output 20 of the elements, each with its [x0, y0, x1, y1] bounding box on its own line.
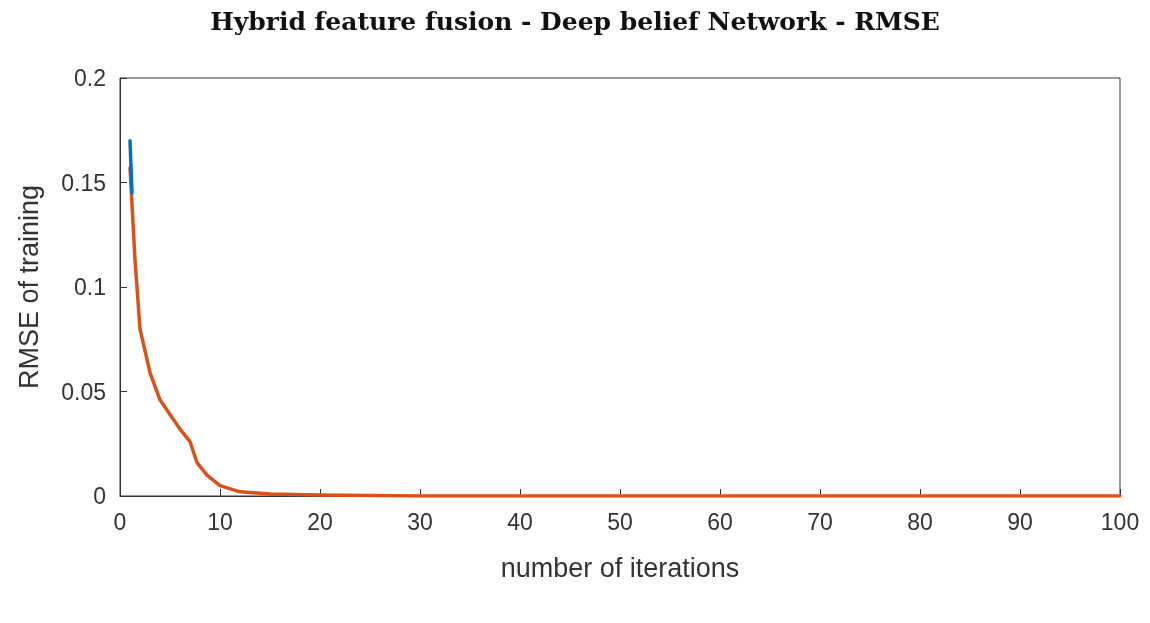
y-tick-label: 0 — [93, 483, 106, 509]
x-tick-label: 20 — [307, 508, 333, 535]
y-tick-label: 0.15 — [61, 169, 106, 196]
y-axis-title: RMSE of training — [13, 184, 44, 390]
x-tick-label: 70 — [807, 508, 833, 535]
x-tick-label: 30 — [407, 508, 433, 535]
y-tick-label: 0.2 — [74, 65, 106, 91]
x-axis-title: number of iterations — [500, 552, 740, 583]
y-tick-label: 0.05 — [61, 378, 106, 405]
y-tick-label: 0.1 — [74, 274, 106, 300]
chart-title: Hybrid feature fusion - Deep belief Network - RMSE — [210, 7, 940, 36]
x-tick-label: 90 — [1007, 508, 1033, 535]
line-series — [128, 166, 1122, 498]
x-tick-label: 60 — [707, 508, 733, 535]
x-tick-label: 100 — [1100, 508, 1140, 535]
x-tick-label: 50 — [607, 508, 633, 535]
x-tick-label: 10 — [207, 508, 233, 535]
x-tick-label: 0 — [113, 508, 127, 535]
x-tick-label: 40 — [507, 508, 533, 535]
x-tick-label: 80 — [907, 508, 933, 535]
